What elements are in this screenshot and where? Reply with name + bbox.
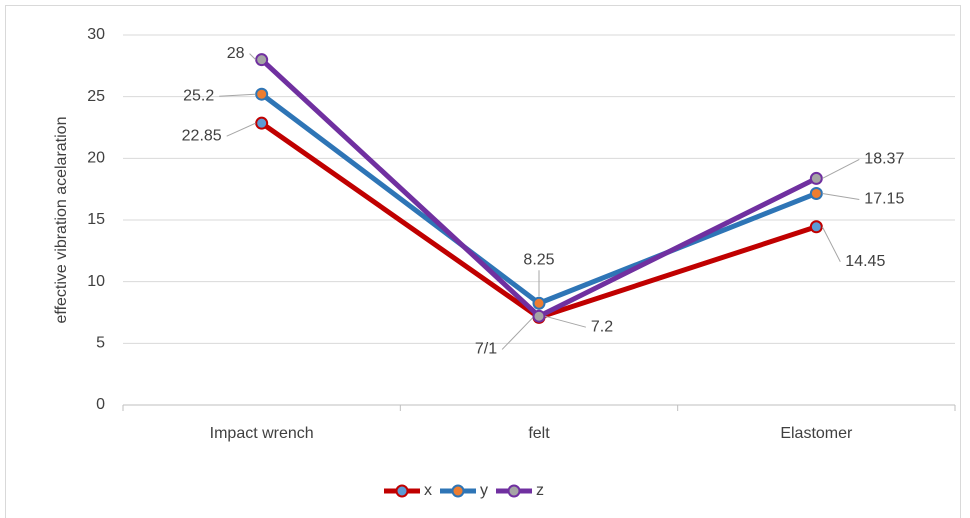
data-label: 7.2 [591,318,613,335]
data-label: 28 [227,45,245,62]
chart-border [5,5,961,518]
leader-line [821,226,841,263]
y-tick-label: 20 [87,150,105,167]
y-tick-label: 5 [96,335,105,352]
data-label: 8.25 [523,251,554,268]
legend-label: y [480,482,488,499]
y-tick-label: 25 [87,88,105,105]
data-label: 18.37 [864,151,904,168]
y-tick-label: 10 [87,273,105,290]
leader-line [822,192,860,200]
y-tick-label: 15 [87,211,105,228]
leader-line [226,122,256,137]
data-label: 14.45 [845,253,885,270]
leader-line [249,53,257,61]
leader-line [822,158,860,179]
leader-line [544,315,587,328]
x-tick-label: Impact wrench [210,425,314,442]
marker [255,116,269,130]
marker [255,53,269,67]
x-tick-label: felt [528,425,550,442]
legend-marker [451,484,465,498]
data-label: 17.15 [864,191,904,208]
marker [809,171,823,185]
legend-label: x [424,482,432,499]
data-label: 25.2 [183,87,214,104]
marker [809,186,823,200]
marker [532,296,546,310]
data-label: 22.85 [182,127,222,144]
y-tick-label: 0 [96,396,105,413]
leader-line [501,317,534,350]
data-label: 7/1 [475,341,497,358]
y-tick-label: 30 [87,26,105,43]
legend-marker [395,484,409,498]
marker [809,220,823,234]
x-tick-label: Elastomer [780,425,853,442]
marker [255,87,269,101]
marker [532,309,546,323]
legend-marker [507,484,521,498]
leader-line [219,93,256,97]
legend-label: z [536,482,544,499]
y-axis-title: effective vibration acelaration [53,117,70,324]
